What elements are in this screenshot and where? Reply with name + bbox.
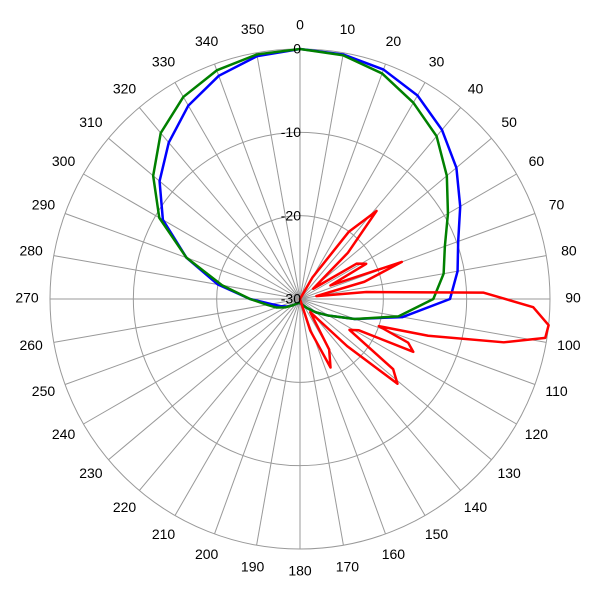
- angle-label: 30: [429, 53, 445, 69]
- spoke: [214, 63, 301, 300]
- angle-label: 200: [195, 546, 219, 562]
- spoke: [299, 52, 344, 300]
- r-tick-label: -10: [281, 124, 301, 140]
- spoke: [138, 107, 301, 300]
- spoke: [64, 298, 301, 385]
- angle-label: 90: [565, 290, 581, 306]
- r-tick-label: 0: [293, 41, 301, 57]
- spoke: [299, 298, 536, 385]
- spoke: [83, 298, 301, 425]
- series-line: [298, 209, 550, 385]
- spoke: [299, 298, 517, 425]
- series-line: [151, 47, 450, 321]
- angle-label: 70: [549, 196, 565, 212]
- angle-label: 290: [32, 196, 56, 212]
- spoke: [174, 82, 301, 300]
- spoke: [299, 298, 547, 343]
- angle-label: 50: [501, 114, 517, 130]
- spoke: [256, 52, 301, 300]
- spoke: [83, 173, 301, 300]
- angle-label: 10: [340, 21, 356, 37]
- angle-label: 280: [19, 242, 43, 258]
- angle-label: 330: [152, 53, 176, 69]
- spoke: [138, 298, 301, 491]
- r-tick-label: -30: [281, 291, 301, 307]
- spoke: [299, 107, 462, 300]
- spoke: [299, 298, 462, 491]
- angle-label: 60: [529, 153, 545, 169]
- angle-label: 110: [545, 383, 568, 399]
- grid-circle: [216, 215, 384, 383]
- angle-label: 150: [425, 526, 449, 542]
- angle-label: 250: [32, 383, 56, 399]
- spoke: [108, 298, 301, 461]
- angle-label: 310: [79, 114, 103, 130]
- spoke: [299, 63, 386, 300]
- angle-label: 0: [296, 17, 304, 33]
- spoke: [299, 298, 344, 546]
- spoke: [64, 213, 301, 300]
- spoke: [299, 213, 536, 300]
- angle-label: 350: [241, 21, 265, 37]
- spoke: [299, 255, 547, 300]
- labels: 0 10 20 30 40 50 60 70 80 90 100 110 120 130 140 150 160…: [15, 17, 581, 579]
- angle-label: 210: [152, 526, 176, 542]
- spoke: [299, 173, 517, 300]
- r-tick-label: -20: [281, 207, 301, 223]
- angle-label: 140: [464, 499, 488, 515]
- spoke: [53, 298, 301, 343]
- spoke: [299, 82, 426, 300]
- angle-label: 220: [113, 499, 137, 515]
- angle-label: 20: [386, 33, 402, 49]
- angle-label: 170: [336, 559, 360, 575]
- spoke: [256, 298, 301, 546]
- spoke: [53, 255, 301, 300]
- spoke: [214, 298, 301, 535]
- angle-label: 180: [288, 563, 312, 579]
- angle-label: 160: [382, 546, 406, 562]
- angle-label: 260: [19, 337, 43, 353]
- angle-label: 300: [52, 153, 76, 169]
- angle-label: 240: [52, 426, 76, 442]
- angle-label: 40: [468, 81, 484, 97]
- angle-label: 320: [113, 81, 137, 97]
- spoke: [174, 298, 301, 516]
- angle-label: 100: [557, 337, 581, 353]
- plot-lines: [151, 47, 550, 385]
- grid-circle: [132, 131, 468, 467]
- spoke: [108, 137, 301, 300]
- spoke: [299, 137, 492, 300]
- angle-label: 270: [15, 290, 39, 306]
- angle-label: 190: [241, 559, 265, 575]
- angle-label: 130: [497, 465, 521, 481]
- angle-label: 120: [525, 426, 549, 442]
- angle-label: 340: [195, 33, 219, 49]
- angle-label: 230: [79, 465, 103, 481]
- angle-label: 80: [561, 242, 577, 258]
